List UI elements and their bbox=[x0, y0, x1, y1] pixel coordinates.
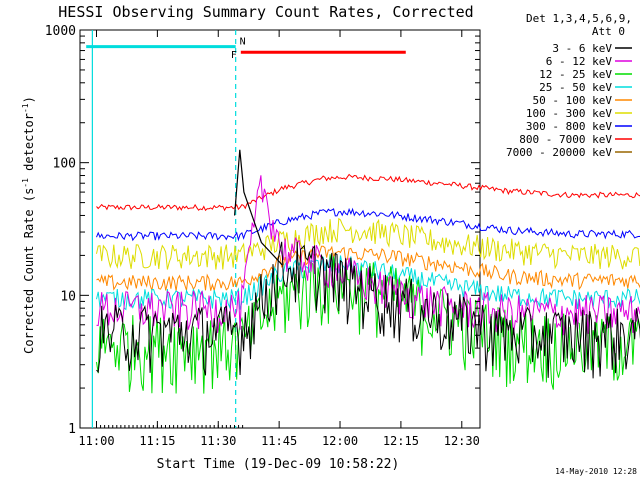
x-tick-label-0: 11:00 bbox=[78, 434, 114, 448]
x-axis-ticks: 11:00 11:15 11:30 11:45 12:00 12:15 12:30 bbox=[78, 30, 480, 448]
legend-label-0: 3 - 6 keV bbox=[552, 42, 612, 55]
y-axis-label-sup2: -1 bbox=[21, 103, 30, 113]
y-axis-label-text: Corrected Count Rate (s bbox=[22, 188, 36, 354]
legend-header-2: Att 0 bbox=[592, 25, 625, 38]
legend-label-3: 25 - 50 keV bbox=[539, 81, 612, 94]
obs-bar-label-2: F bbox=[231, 50, 237, 61]
x-tick-label-6: 12:30 bbox=[444, 434, 480, 448]
legend-header-1: Det 1,3,4,5,6,9, bbox=[526, 12, 632, 25]
chart-title: HESSI Observing Summary Count Rates, Cor… bbox=[58, 3, 473, 21]
x-tick-label-5: 12:15 bbox=[383, 434, 419, 448]
y-axis-label: Corrected Count Rate (s-1 detector-1) bbox=[21, 96, 36, 354]
y-axis-ticks: 1 10 100 1000 bbox=[45, 24, 480, 437]
flare-spike bbox=[234, 149, 283, 266]
legend-label-4: 50 - 100 keV bbox=[533, 94, 613, 107]
series-line-3 bbox=[96, 255, 640, 311]
observation-boundaries bbox=[91, 30, 237, 428]
y-axis-label-mid: detector bbox=[22, 113, 36, 178]
y-axis-label-sup1: -1 bbox=[21, 178, 30, 188]
series-line-5 bbox=[96, 217, 640, 270]
series-line-7 bbox=[96, 173, 640, 212]
series-line-4 bbox=[96, 245, 640, 293]
x-tick-label-3: 11:45 bbox=[261, 434, 297, 448]
obs-bar-label-1: N bbox=[240, 37, 246, 48]
legend-label-5: 100 - 300 keV bbox=[526, 107, 612, 120]
footer-timestamp: 14-May-2010 12:28 bbox=[555, 467, 637, 476]
legend-label-8: 7000 - 20000 keV bbox=[506, 146, 612, 159]
x-tick-label-4: 12:00 bbox=[322, 434, 358, 448]
legend-label-1: 6 - 12 keV bbox=[546, 55, 613, 68]
x-axis-label: Start Time (19-Dec-09 10:58:22) bbox=[157, 457, 400, 472]
series-line-1 bbox=[96, 175, 640, 336]
legend-label-7: 800 - 7000 keV bbox=[519, 133, 612, 146]
y-tick-label-2: 100 bbox=[53, 157, 76, 172]
series-layer bbox=[96, 149, 640, 394]
y-tick-label-3: 1000 bbox=[45, 24, 76, 39]
x-tick-label-2: 11:30 bbox=[200, 434, 236, 448]
y-tick-label-1: 10 bbox=[60, 289, 76, 304]
y-axis-label-end: ) bbox=[22, 96, 36, 103]
legend-label-2: 12 - 25 keV bbox=[539, 68, 612, 81]
series-line-2 bbox=[96, 254, 640, 394]
legend-label-6: 300 - 800 keV bbox=[526, 120, 612, 133]
series-line-0 bbox=[96, 241, 640, 379]
y-tick-label-0: 1 bbox=[68, 422, 76, 437]
x-tick-label-1: 11:15 bbox=[139, 434, 175, 448]
observation-bars: NF bbox=[86, 37, 406, 61]
